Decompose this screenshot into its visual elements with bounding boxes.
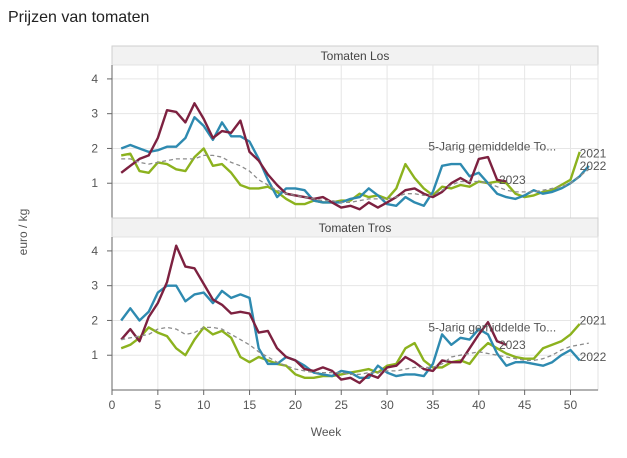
series-end-label: 2021 (580, 313, 607, 327)
panels-layer: Tomaten Los 1 2 3 4 5-Jarig gemiddelde To... 2… (91, 45, 607, 391)
y-tick-label: 2 (91, 141, 98, 155)
panel-1: Tomaten Tros 1 2 3 4 5-Jarig gemiddelde To...… (91, 217, 607, 391)
series-line-5-jarig-gemiddelde-tomaten (121, 154, 590, 204)
series-line-2023 (120, 244, 507, 385)
x-axis-title: Week (311, 425, 342, 439)
chart-title: Prijzen van tomaten (8, 9, 150, 26)
x-tick-label: 50 (564, 398, 578, 412)
series-end-label: 2022 (580, 350, 607, 364)
x-tick-label: 40 (472, 398, 486, 412)
y-tick-label: 2 (91, 313, 98, 327)
x-tick-label: 30 (380, 398, 394, 412)
y-tick-label: 1 (91, 176, 98, 190)
x-tick-label: 15 (243, 398, 257, 412)
series-end-label: 5-Jarig gemiddelde To... (428, 320, 556, 334)
series-line-2021 (120, 147, 581, 206)
x-tick-label: 10 (197, 398, 211, 412)
y-tick-label: 4 (91, 72, 98, 86)
y-tick-label: 3 (91, 107, 98, 121)
panel-strip-label: Tomaten Tros (319, 221, 392, 235)
panel-plot-area (111, 236, 599, 391)
x-tick-label: 0 (109, 398, 116, 412)
y-tick-label: 4 (91, 244, 98, 258)
x-tick-label: 35 (426, 398, 440, 412)
x-tick-label: 5 (155, 398, 162, 412)
axis-layer: 0 5 10 15 20 25 30 35 40 45 50 (109, 389, 598, 412)
x-tick-label: 45 (518, 398, 532, 412)
series-end-label: 2021 (580, 147, 607, 161)
panel-strip-label: Tomaten Los (321, 49, 390, 63)
series-end-label: 2023 (499, 338, 526, 352)
y-tick-label: 3 (91, 279, 98, 293)
x-tick-label: 20 (289, 398, 303, 412)
series-end-label: 5-Jarig gemiddelde To... (428, 140, 556, 154)
y-tick-label: 1 (91, 348, 98, 362)
panel-0: Tomaten Los 1 2 3 4 5-Jarig gemiddelde To... 2… (91, 45, 607, 219)
series-end-label: 2022 (580, 159, 607, 173)
series-end-label: 2023 (499, 173, 526, 187)
series-line-2022 (120, 116, 590, 207)
series-line-2022 (120, 284, 581, 379)
y-axis-title: euro / kg (16, 209, 30, 256)
x-tick-label: 25 (335, 398, 349, 412)
